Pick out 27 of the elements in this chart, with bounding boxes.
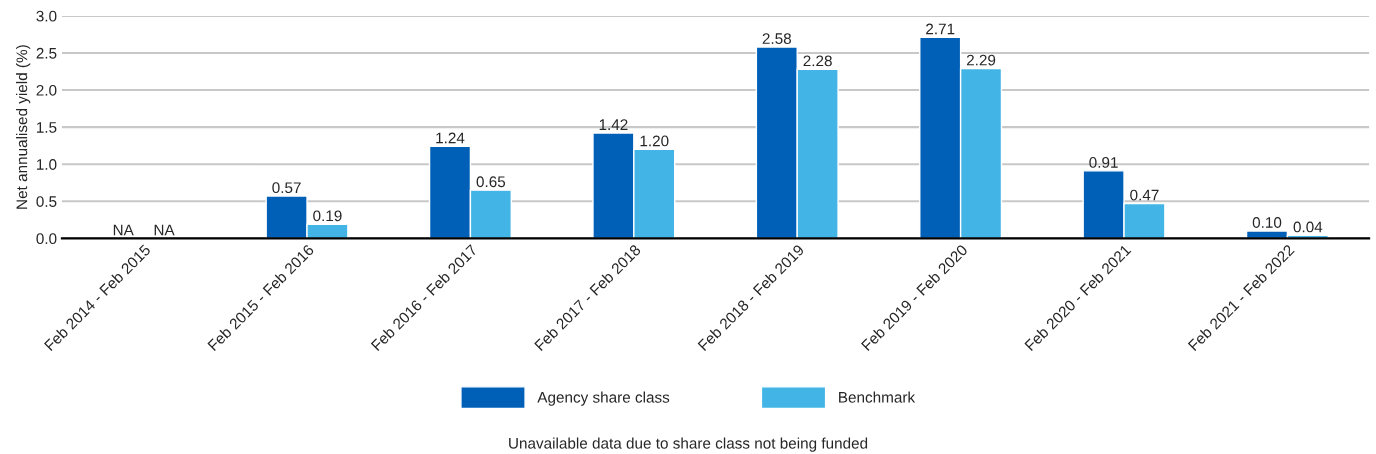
text: NA bbox=[113, 224, 134, 236]
y-tick-label: 0.5 bbox=[36, 196, 57, 207]
y-axis-title: Net annualised yield (%) bbox=[16, 45, 31, 209]
data-label: 0.19 bbox=[313, 210, 342, 222]
data-label: 0.47 bbox=[1130, 189, 1159, 201]
y-tick-label: 2.0 bbox=[36, 84, 57, 96]
y-tick-label: 0.0 bbox=[36, 233, 57, 245]
y-tick-label: 1.0 bbox=[36, 159, 57, 170]
y-tick-label: 3.0 bbox=[36, 10, 57, 22]
data-label: 0.91 bbox=[1089, 157, 1118, 168]
text: Unavailable data due to share class not being funded bbox=[509, 437, 868, 452]
data-label: 0.57 bbox=[272, 182, 301, 194]
data-label: 1.24 bbox=[436, 132, 465, 144]
data-label: 1.20 bbox=[640, 135, 669, 147]
text: NA bbox=[154, 224, 175, 236]
data-label: 0.04 bbox=[1293, 221, 1323, 233]
data-label: 0.10 bbox=[1252, 217, 1282, 228]
data-label: 2.28 bbox=[803, 55, 832, 67]
data-label: 2.29 bbox=[966, 54, 996, 66]
data-label: 2.58 bbox=[762, 33, 791, 45]
data-label: 0.65 bbox=[476, 176, 506, 188]
data-label: 1.42 bbox=[599, 119, 628, 130]
y-tick-label: 2.5 bbox=[36, 47, 57, 59]
y-tick-label: 1.5 bbox=[36, 122, 57, 133]
legend-label: Benchmark bbox=[839, 391, 916, 403]
data-label: 2.71 bbox=[926, 23, 955, 35]
legend-label: Agency share class bbox=[537, 391, 670, 406]
